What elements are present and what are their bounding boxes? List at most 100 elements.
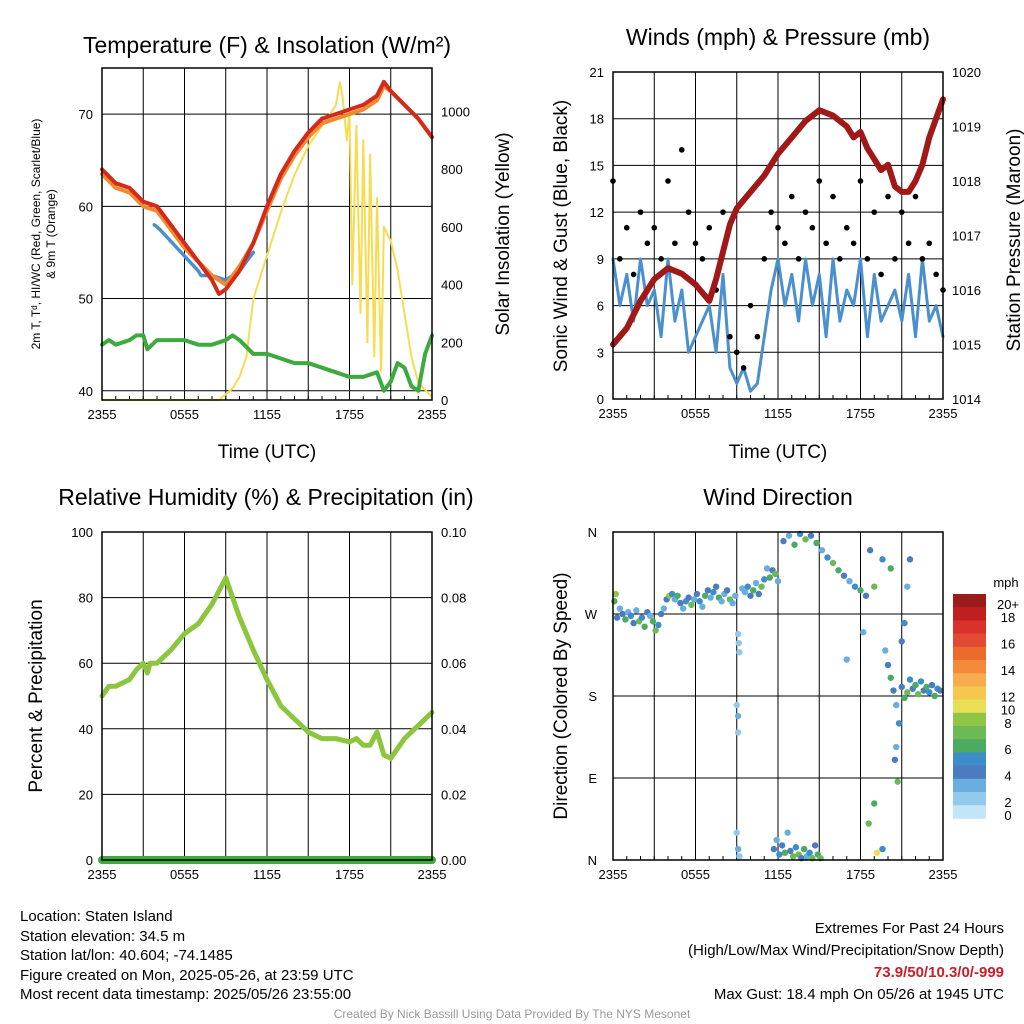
direction-point <box>904 689 911 696</box>
dir-y-tick-label: N <box>588 525 597 540</box>
direction-point <box>729 599 736 607</box>
gust-point <box>727 333 733 340</box>
wind-xlabel: Time (UTC) <box>729 442 828 463</box>
direction-point <box>887 674 894 681</box>
direction-point <box>741 588 749 596</box>
direction-point <box>846 578 853 585</box>
direction-point <box>917 678 925 685</box>
direction-point <box>931 692 938 700</box>
colorbar-label: 18 <box>1001 610 1015 625</box>
direction-point <box>835 567 842 574</box>
rh-y-tick-label-right: 0.02 <box>441 787 466 802</box>
direction-point <box>776 851 783 858</box>
direction-point <box>784 829 791 836</box>
direction-point <box>904 583 911 590</box>
wind-series-sonic-wind <box>611 257 945 393</box>
wind-y-tick-label-right: 1016 <box>952 283 981 298</box>
direction-point <box>774 578 782 585</box>
wind-x-tick-label: 0555 <box>681 406 710 421</box>
gust-point <box>871 209 878 215</box>
rh-y-tick-label-right: 0.04 <box>441 722 466 737</box>
wind-y-tick-label-right: 1015 <box>952 338 981 353</box>
direction-point <box>866 547 874 554</box>
temp-y-tick-label-right: 400 <box>441 278 463 293</box>
direction-point <box>772 570 779 578</box>
direction-point <box>893 701 900 709</box>
rh-series-relative-humidity <box>99 575 435 761</box>
station-location: Location: Staten Island <box>20 908 173 925</box>
rh-x-tick-label: 1155 <box>253 867 281 882</box>
colorbar-swatch <box>953 686 986 700</box>
temp-x-tick-label: 2355 <box>88 407 117 422</box>
direction-point <box>619 610 626 618</box>
direction-point <box>652 627 659 634</box>
direction-point <box>627 612 635 620</box>
temp-y-tick-label-right: 600 <box>441 220 463 235</box>
gust-point <box>685 209 692 215</box>
dir-panel-title: Wind Direction <box>703 484 853 510</box>
rh-y-tick-label-right: 0.08 <box>441 591 466 606</box>
direction-point <box>894 778 901 785</box>
direction-point <box>701 592 709 599</box>
wind-x-tick-label: 2355 <box>929 406 958 421</box>
temp-y-tick-label-left: 60 <box>79 199 93 214</box>
temp-ylabel-right: Solar Insolation (Yellow) <box>493 132 514 335</box>
direction-point <box>806 849 813 856</box>
direction-point <box>755 590 762 598</box>
gust-point <box>740 365 747 371</box>
temp-x-tick-label: 0555 <box>170 407 199 422</box>
temp-tick-labels: 2355 0555 1155 1755 2355 40 50 60 70 0 200 400 600 80… <box>79 104 470 422</box>
direction-point <box>780 537 787 545</box>
station-elevation: Station elevation: 34.5 m <box>20 927 186 945</box>
wind-y-tick-label-right: 1020 <box>952 65 981 80</box>
direction-point <box>884 661 892 669</box>
gust-point <box>892 256 898 262</box>
direction-point <box>813 539 820 547</box>
direction-point <box>674 592 681 599</box>
temp-y-tick-label-left: 70 <box>79 107 93 122</box>
rh-y-tick-label-left: 60 <box>79 656 93 671</box>
station-info: Location: Staten Island Station elevatio… <box>20 907 354 1005</box>
colorbar-swatch <box>953 620 986 634</box>
temp-x-tick-label: 1155 <box>253 407 281 422</box>
colorbar-swatch <box>953 805 986 819</box>
extremes-values: 73.9/50/10.3/0/-999 <box>873 964 1004 981</box>
humidity-panel: Relative Humidity (%) & Precipitation (i… <box>26 484 474 882</box>
extremes-subheading: (High/Low/Max Wind/Precipitation/Snow De… <box>688 942 1004 959</box>
direction-point <box>747 592 754 599</box>
direction-point <box>871 800 878 807</box>
temp-series-td <box>100 333 434 393</box>
direction-point <box>792 844 800 851</box>
recent-timestamp: Most recent data timestamp: 2025/05/26 2… <box>20 986 352 1003</box>
wind-ylabel-right: Station Pressure (Maroon) <box>1004 129 1024 352</box>
direction-point <box>770 845 778 853</box>
wind-plot-frame <box>612 71 944 400</box>
wind-ylabel-left: Sonic Wind & Gust (Blue, Black) <box>551 100 572 372</box>
gust-point <box>898 209 905 215</box>
temp-ylabel-left-2: & 9m T (Orange) <box>44 189 58 279</box>
figure-created: Figure created on Mon, 2025-05-26, at 23… <box>20 966 354 984</box>
rh-x-tick-label: 2355 <box>88 867 117 882</box>
direction-point <box>734 712 742 720</box>
direction-point <box>612 590 619 598</box>
wind-x-tick-label: 1755 <box>846 406 875 421</box>
gust-point <box>830 193 836 200</box>
colorbar-swatch <box>953 673 986 687</box>
direction-point <box>758 583 765 590</box>
direction-point <box>873 849 881 856</box>
direction-point <box>887 565 894 572</box>
gust-point <box>837 256 843 262</box>
colorbar-label: 16 <box>1001 637 1015 652</box>
gust-point <box>623 224 630 231</box>
gust-point <box>885 193 891 200</box>
temp-y-tick-label-right: 800 <box>441 162 463 177</box>
rh-x-tick-label: 2355 <box>418 867 447 882</box>
direction-point <box>693 590 701 598</box>
temp-x-tick-label: 2355 <box>418 407 447 422</box>
direction-point <box>732 592 739 599</box>
colorbar-label: 10 <box>1001 703 1015 718</box>
colorbar-swatch <box>953 752 986 766</box>
dir-x-tick-label: 1755 <box>846 867 875 882</box>
wind-y-tick-label-right: 1017 <box>952 229 981 244</box>
